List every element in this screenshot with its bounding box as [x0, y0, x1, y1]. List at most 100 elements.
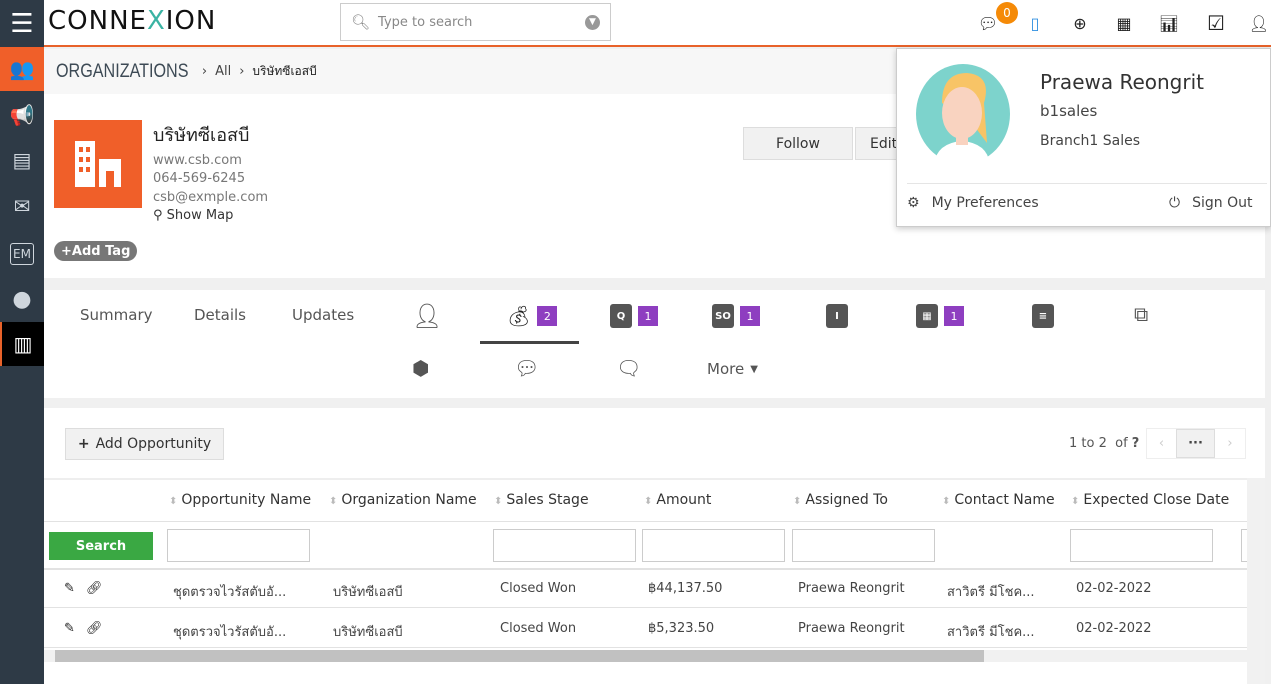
org-website[interactable]: www.csb.com: [153, 153, 242, 168]
count-badge: 2: [537, 306, 558, 326]
edit-pencil-icon[interactable]: ✎: [64, 581, 75, 596]
breadcrumb-all[interactable]: All: [215, 64, 232, 79]
table-cell[interactable]: บริษัทซีเอสบี: [333, 585, 403, 600]
bar-chart-icon[interactable]: 📊︎: [1158, 13, 1180, 33]
sidebar-item-organizations[interactable]: 👥: [0, 47, 44, 91]
column-header[interactable]: Organization Name: [329, 492, 476, 508]
breadcrumb-current: บริษัทซีเอสบี: [252, 64, 317, 78]
link-icon[interactable]: 🔗︎: [86, 621, 103, 636]
power-icon: ⏻: [1169, 195, 1181, 211]
em-icon: EM: [10, 243, 34, 265]
sign-out-link[interactable]: ⏻ Sign Out: [1169, 195, 1253, 211]
tab-more[interactable]: More ▼: [707, 360, 758, 378]
comment-icon: 💬︎: [514, 356, 540, 380]
tab-conversations[interactable]: 🗨︎: [616, 356, 641, 380]
tab-tickets[interactable]: ⧉: [1134, 302, 1148, 326]
page-jump-button[interactable]: ···: [1176, 429, 1215, 458]
filter-assigned-to[interactable]: [792, 529, 935, 562]
sidebar-item-campaigns[interactable]: 📢: [0, 93, 44, 137]
org-email[interactable]: csb@exmple.com: [153, 190, 269, 205]
show-map-link[interactable]: ⚲ Show Map: [153, 208, 234, 223]
tab-details[interactable]: Details: [194, 306, 247, 324]
count-badge: 1: [740, 306, 760, 326]
table-cell[interactable]: ชุดตรวจไวรัสตับอั...: [173, 585, 287, 600]
chevron-down-icon[interactable]: ▼: [585, 14, 600, 30]
column-header[interactable]: Assigned To: [793, 492, 888, 508]
count-badge: 1: [944, 306, 964, 326]
top-bar: CONNEXION 🔍︎ Type to search ▼ 💬︎ 0 ▯ ⊕ ▦…: [44, 0, 1271, 47]
sidebar-item-users[interactable]: ●: [0, 277, 44, 321]
horizontal-scrollbar[interactable]: [44, 650, 1247, 662]
building-icon: [75, 141, 121, 187]
prev-page-button[interactable]: ‹: [1158, 436, 1165, 451]
user-icon[interactable]: 👤︎: [1248, 13, 1270, 33]
column-header[interactable]: Contact Name: [942, 492, 1054, 508]
search-button[interactable]: Search: [49, 532, 153, 560]
tab-comments[interactable]: 💬︎: [514, 356, 539, 380]
logo[interactable]: CONNEXION: [48, 6, 217, 36]
search-icon: 🔍︎: [351, 13, 371, 31]
follow-button[interactable]: Follow: [743, 127, 853, 160]
filter-amount[interactable]: [642, 529, 785, 562]
org-phone[interactable]: 064-569-6245: [153, 171, 246, 186]
sidebar-item-org-detail[interactable]: ▥: [0, 322, 44, 366]
checkbox-icon[interactable]: ☑: [1207, 11, 1225, 35]
next-page-button[interactable]: ›: [1227, 436, 1233, 451]
column-header[interactable]: Opportunity Name: [169, 492, 311, 508]
table-cell[interactable]: ชุดตรวจไวรัสตับอั...: [173, 625, 287, 640]
sidebar-item-contacts[interactable]: ▤: [0, 138, 44, 182]
filter-expected-close-date[interactable]: [1070, 529, 1213, 562]
megaphone-icon: 📢: [9, 103, 35, 127]
person-icon: 👤︎: [412, 302, 443, 330]
table-cell: 02-02-2022: [1076, 581, 1152, 596]
tab-summary[interactable]: Summary: [80, 306, 153, 324]
organization-avatar: [54, 120, 142, 208]
tab-events[interactable]: ▦ 1: [916, 304, 964, 328]
org-name: บริษัทซีเอสบี: [153, 125, 250, 146]
tab-contacts[interactable]: 👤︎: [412, 302, 442, 330]
map-pin-icon: ⚲: [153, 208, 163, 223]
invoice-icon: I: [826, 304, 848, 328]
breadcrumb-root[interactable]: ORGANIZATIONS: [56, 60, 189, 82]
tab-opportunities[interactable]: 💰︎ 2: [506, 304, 558, 328]
my-preferences-link[interactable]: ⚙ My Preferences: [907, 195, 1039, 211]
filter-sales-stage[interactable]: [493, 529, 636, 562]
quote-icon: Q: [610, 304, 632, 328]
table-cell: Closed Won: [500, 581, 577, 596]
tab-sales-orders[interactable]: SO 1: [712, 304, 760, 328]
vertical-scrollbar[interactable]: [1247, 478, 1265, 684]
calendar-icon[interactable]: ▦: [1116, 13, 1132, 33]
column-header[interactable]: Expected Close Date: [1071, 492, 1229, 508]
search-input[interactable]: 🔍︎ Type to search ▼: [340, 3, 611, 41]
edit-pencil-icon[interactable]: ✎: [64, 621, 75, 636]
tab-products[interactable]: ⬢: [412, 356, 429, 380]
tab-invoices[interactable]: I: [826, 304, 848, 328]
table-cell[interactable]: บริษัทซีเอสบี: [333, 625, 403, 640]
mail-clock-icon: ✉: [13, 194, 31, 218]
plus-circle-icon[interactable]: ⊕: [1073, 13, 1087, 33]
link-icon[interactable]: 🔗︎: [86, 581, 103, 596]
count-badge: 1: [638, 306, 658, 326]
sidebar-item-mail[interactable]: ✉: [0, 184, 44, 228]
chevron-right-icon: ›: [239, 64, 245, 79]
total-count[interactable]: ?: [1131, 436, 1140, 451]
hamburger-menu-icon[interactable]: ☰: [10, 8, 34, 39]
tab-updates[interactable]: Updates: [292, 306, 355, 324]
pagination-controls: ‹ ··· ›: [1146, 428, 1246, 459]
add-opportunity-button[interactable]: + Add Opportunity: [65, 428, 224, 460]
profile-dropdown: Praewa Reongrit b1sales Branch1 Sales ⚙ M…: [896, 48, 1271, 227]
sidebar-item-em[interactable]: EM: [0, 232, 44, 276]
ticket-icon: ⧉: [1134, 302, 1149, 326]
chat-icon[interactable]: 💬︎: [977, 13, 999, 33]
mobile-icon[interactable]: ▯: [1030, 13, 1040, 33]
add-tag-button[interactable]: + Add Tag: [54, 241, 138, 261]
filter-opportunity-name[interactable]: [167, 529, 310, 562]
table-cell: ฿44,137.50: [648, 581, 723, 596]
column-header[interactable]: Amount: [644, 492, 711, 508]
profile-username: b1sales: [1040, 102, 1098, 120]
column-header[interactable]: Sales Stage: [494, 492, 588, 508]
scrollbar-thumb[interactable]: [55, 650, 984, 662]
tab-documents[interactable]: ≡: [1032, 304, 1054, 328]
organizations-icon: 👥: [9, 57, 35, 81]
